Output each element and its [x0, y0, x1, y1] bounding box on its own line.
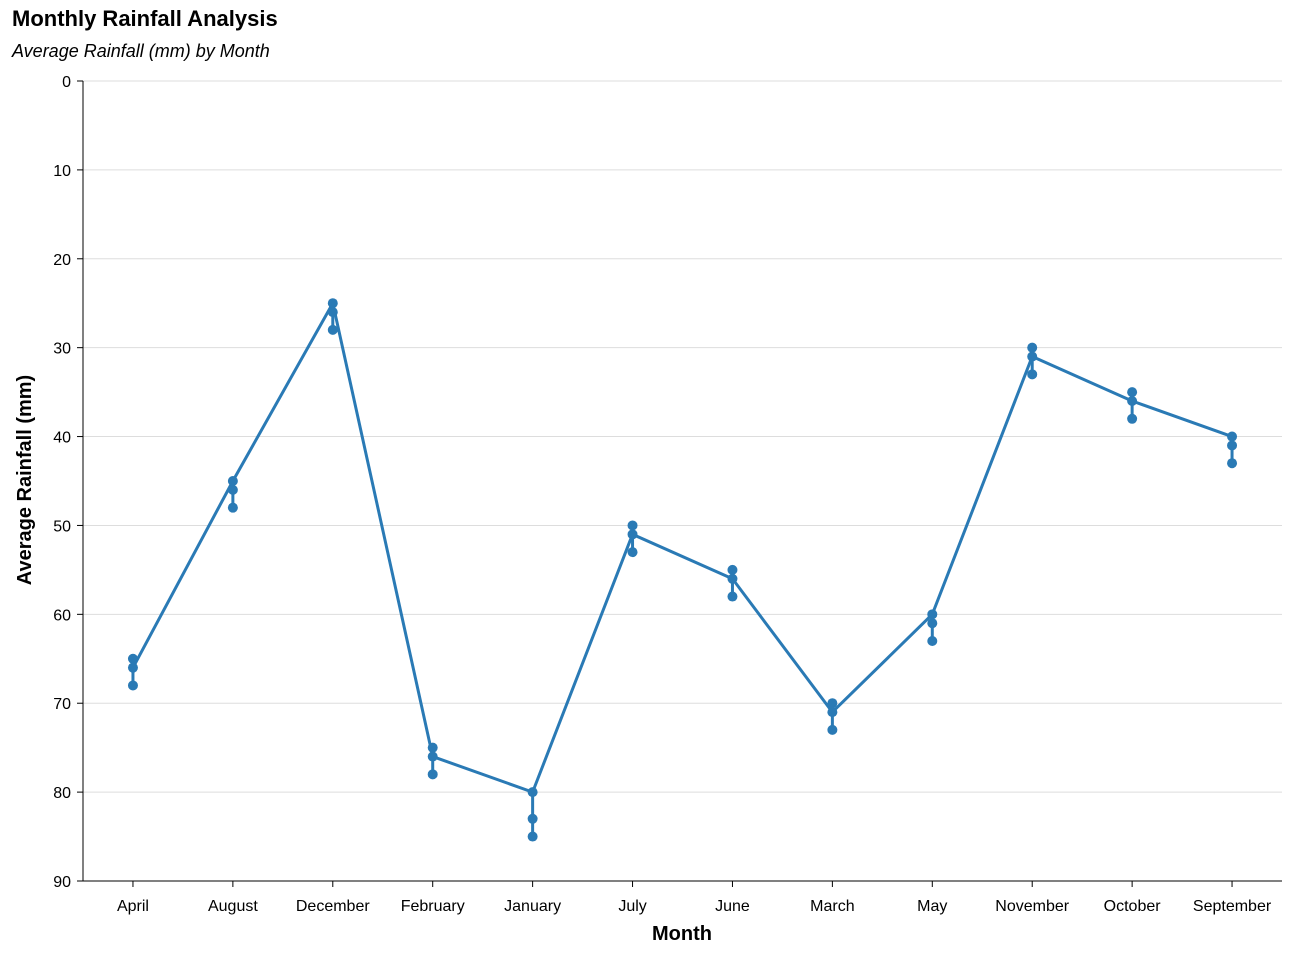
x-tick-label: April [117, 898, 149, 915]
data-point [927, 609, 938, 620]
data-point [1027, 342, 1038, 353]
data-point [1127, 387, 1138, 398]
data-point [427, 751, 438, 762]
y-tick-label: 20 [53, 252, 71, 269]
x-tick-label: November [995, 898, 1069, 915]
x-tick-label: December [296, 898, 370, 915]
data-point [1227, 431, 1238, 442]
y-tick-label: 50 [53, 518, 71, 535]
data-point [427, 769, 438, 780]
data-point [927, 618, 938, 629]
data-point [227, 476, 238, 486]
y-tick-label: 30 [53, 341, 71, 358]
grid-lines [83, 80, 1282, 882]
data-point [827, 698, 838, 709]
data-point [327, 307, 338, 318]
data-point [1227, 458, 1238, 469]
data-point [1127, 413, 1138, 424]
y-tick-label: 0 [62, 74, 71, 91]
data-point [727, 591, 738, 602]
y-tick-label: 10 [53, 163, 71, 180]
series-line [131, 301, 1233, 794]
data-point [627, 529, 638, 540]
data-point [227, 502, 238, 513]
data-point [827, 724, 838, 735]
data-point [127, 653, 138, 664]
x-tick-label: June [715, 898, 750, 915]
x-tick-label: July [618, 898, 646, 915]
y-axis-title: Average Rainfall (mm) [14, 375, 36, 585]
data-point [727, 573, 738, 584]
chart-subtitle: Average Rainfall (mm) by Month [12, 41, 270, 61]
data-point [527, 787, 538, 798]
data-point [1127, 396, 1138, 406]
axis-labels: Month Average Rainfall (mm) [14, 375, 712, 945]
data-point [527, 813, 538, 824]
data-points [127, 298, 1238, 842]
data-point [327, 298, 338, 309]
x-tick-label: August [208, 898, 258, 915]
data-point [127, 662, 138, 673]
data-point [627, 547, 638, 558]
x-tick-label: March [810, 898, 854, 915]
data-point [427, 742, 438, 753]
x-tick-label: January [504, 898, 561, 915]
y-tick-label: 40 [53, 430, 71, 447]
data-point [627, 520, 638, 531]
y-tick-label: 90 [53, 874, 71, 891]
x-tick-label: September [1193, 898, 1272, 915]
data-point [1027, 351, 1038, 362]
series-line-path [131, 301, 1233, 794]
x-axis-title: Month [652, 923, 712, 945]
error-bars [131, 303, 1234, 837]
x-tick-label: October [1104, 898, 1162, 915]
axes: 0 10 20 30 40 50 60 70 80 90 April August December Fe… [53, 74, 1282, 915]
y-tick-label: 80 [53, 785, 71, 802]
data-point [1227, 440, 1238, 451]
y-tick-label: 70 [53, 696, 71, 713]
y-tick-label: 60 [53, 607, 71, 624]
chart-title: Monthly Rainfall Analysis [12, 6, 278, 31]
data-point [827, 707, 838, 718]
x-tick-label: February [401, 898, 465, 915]
data-point [227, 484, 238, 495]
x-tick-label: May [917, 898, 947, 915]
data-point [127, 680, 138, 691]
data-point [927, 636, 938, 646]
data-point [527, 831, 538, 842]
data-point [727, 564, 738, 575]
data-point [327, 324, 338, 335]
data-point [1027, 369, 1038, 380]
